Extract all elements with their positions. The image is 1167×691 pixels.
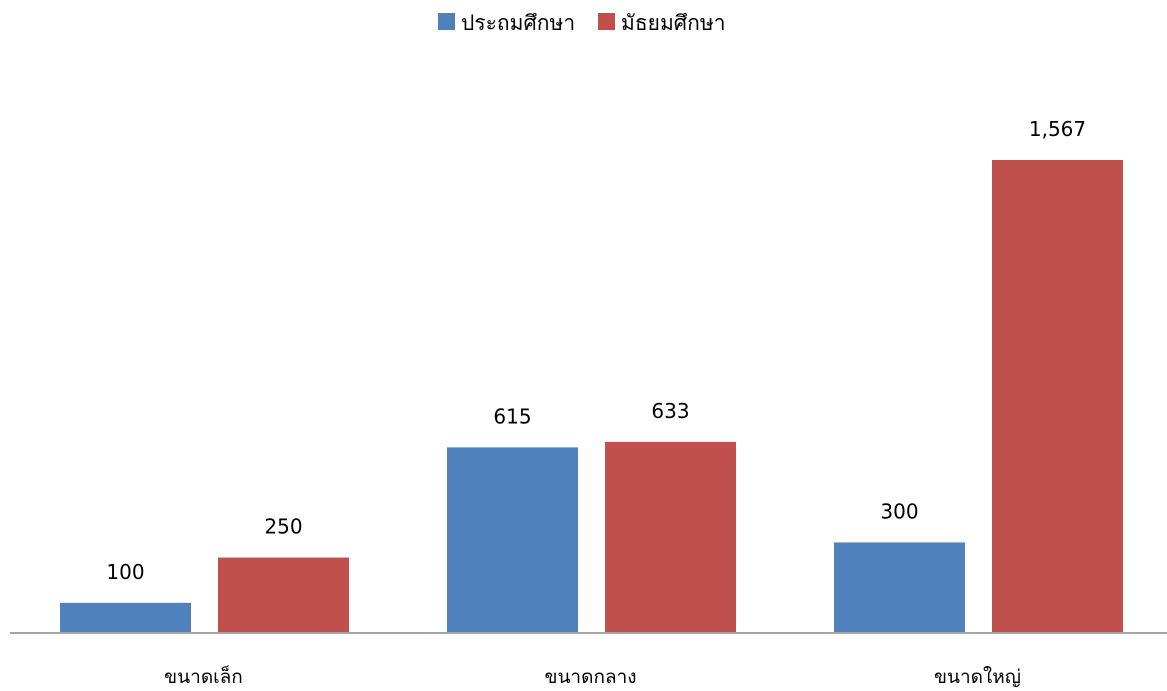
legend-label-secondary: มัธยมศึกษา: [621, 11, 726, 35]
category-labels-group: ขนาดเล็ก ขนาดกลาง ขนาดใหญ่: [164, 664, 1021, 688]
legend-swatch-secondary: [598, 13, 615, 30]
value-label-primary-2: 300: [880, 499, 918, 523]
value-labels-group: 100 250 615 633 300 1,567: [106, 117, 1086, 584]
category-label-1: ขนาดกลาง: [544, 666, 636, 688]
bar-primary-0: [60, 602, 191, 633]
value-label-primary-0: 100: [106, 560, 144, 584]
legend: ประถมศึกษา มัธยมศึกษา: [438, 11, 726, 35]
value-label-secondary-1: 633: [651, 399, 689, 423]
legend-label-primary: ประถมศึกษา: [461, 11, 575, 35]
category-label-0: ขนาดเล็ก: [164, 664, 243, 688]
bar-primary-2: [834, 542, 965, 633]
bar-secondary-2: [992, 160, 1123, 633]
bars-group: [60, 160, 1123, 633]
value-label-secondary-0: 250: [264, 515, 302, 539]
legend-swatch-primary: [438, 13, 455, 30]
bar-secondary-0: [218, 557, 349, 633]
bar-secondary-1: [605, 441, 736, 633]
bar-primary-1: [447, 447, 578, 633]
category-label-2: ขนาดใหญ่: [934, 666, 1021, 688]
value-label-secondary-2: 1,567: [1029, 117, 1086, 141]
value-label-primary-1: 615: [493, 404, 531, 428]
